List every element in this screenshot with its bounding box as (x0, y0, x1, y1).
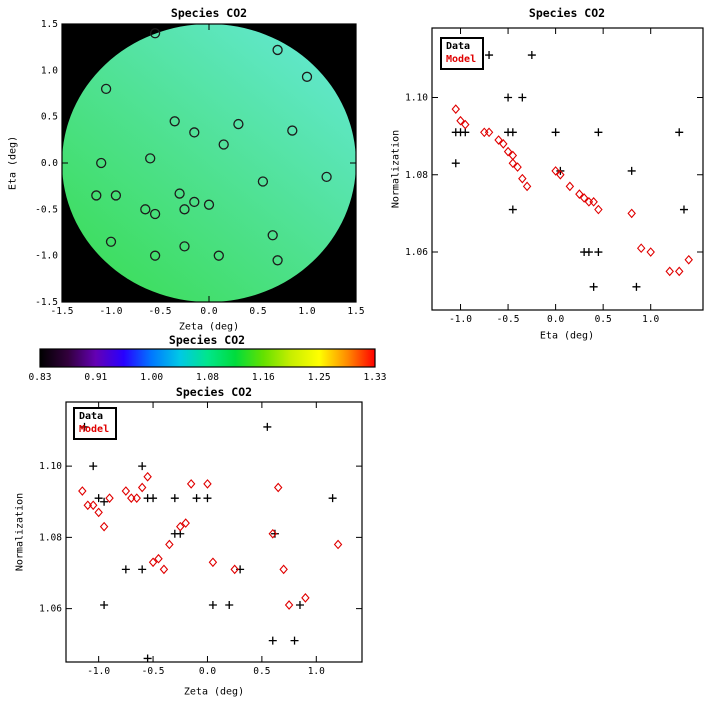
map-title: Species CO2 (170, 6, 248, 20)
zeta-y-axis-label: Normalization (14, 492, 26, 572)
svg-text:0.0: 0.0 (200, 306, 217, 317)
svg-text:1.0: 1.0 (41, 65, 58, 76)
map-x-axis-label: Zeta (deg) (178, 321, 240, 333)
svg-text:0.91: 0.91 (84, 372, 107, 383)
svg-text:-1.0: -1.0 (35, 251, 58, 262)
svg-text:1.10: 1.10 (405, 93, 428, 104)
colorbar-chart: 0.83 0.91 1.00 1.08 1.16 1.25 1.33 (29, 348, 387, 383)
svg-text:0.0: 0.0 (547, 314, 564, 325)
zeta-scatter-chart: -1.0 -0.5 0.0 0.5 1.0 1.06 1.08 1.10 (39, 401, 363, 677)
eta-scatter-chart: -1.0 -0.5 0.0 0.5 1.0 1.06 1.08 1.10 (405, 27, 704, 325)
svg-text:1.0: 1.0 (308, 666, 325, 677)
svg-text:-0.5: -0.5 (497, 314, 520, 325)
svg-text:0.5: 0.5 (253, 666, 270, 677)
svg-text:1.08: 1.08 (39, 532, 62, 543)
zeta-x-axis-label: Zeta (deg) (183, 686, 245, 698)
zeta-legend: Data Model (73, 407, 118, 440)
svg-text:1.06: 1.06 (39, 604, 62, 615)
eta-x-axis-label: Eta (deg) (539, 330, 595, 342)
map-y-axis-label: Eta (deg) (7, 135, 19, 191)
map-chart: -1.5 -1.0 -0.5 0.0 0.5 1.0 1.5 -1.5 -1.0 -0.5 0.0 0… (35, 19, 364, 317)
zeta-title: Species CO2 (175, 385, 253, 399)
eta-legend-model-label: Model (446, 54, 477, 65)
svg-text:1.33: 1.33 (364, 372, 387, 383)
svg-text:0.5: 0.5 (249, 306, 266, 317)
svg-text:0.5: 0.5 (41, 112, 58, 123)
svg-text:0.0: 0.0 (41, 158, 58, 169)
zeta-legend-data-label: Data (79, 411, 104, 422)
svg-text:1.0: 1.0 (298, 306, 315, 317)
svg-text:1.08: 1.08 (196, 372, 219, 383)
eta-title: Species CO2 (528, 6, 606, 20)
svg-text:1.10: 1.10 (39, 461, 62, 472)
svg-text:-0.5: -0.5 (149, 306, 172, 317)
svg-text:-0.5: -0.5 (35, 204, 58, 215)
svg-text:1.16: 1.16 (252, 372, 275, 383)
svg-text:1.0: 1.0 (642, 314, 659, 325)
svg-text:1.00: 1.00 (140, 372, 163, 383)
svg-text:-1.0: -1.0 (87, 666, 110, 677)
colorbar-title: Species CO2 (168, 333, 246, 347)
svg-text:-1.5: -1.5 (51, 306, 74, 317)
svg-text:-1.5: -1.5 (35, 297, 58, 308)
eta-legend-data-label: Data (446, 41, 471, 52)
svg-text:1.06: 1.06 (405, 247, 428, 258)
svg-text:1.5: 1.5 (347, 306, 364, 317)
svg-text:0.83: 0.83 (29, 372, 52, 383)
svg-text:1.08: 1.08 (405, 170, 428, 181)
eta-y-axis-label: Normalization (390, 129, 402, 209)
svg-text:-0.5: -0.5 (142, 666, 165, 677)
eta-legend: Data Model (440, 37, 485, 70)
zeta-legend-model-label: Model (79, 424, 110, 435)
svg-text:-1.0: -1.0 (449, 314, 472, 325)
svg-text:0.5: 0.5 (595, 314, 612, 325)
svg-text:0.0: 0.0 (199, 666, 216, 677)
svg-text:1.25: 1.25 (308, 372, 331, 383)
svg-text:-1.0: -1.0 (100, 306, 123, 317)
svg-text:1.5: 1.5 (41, 19, 58, 30)
